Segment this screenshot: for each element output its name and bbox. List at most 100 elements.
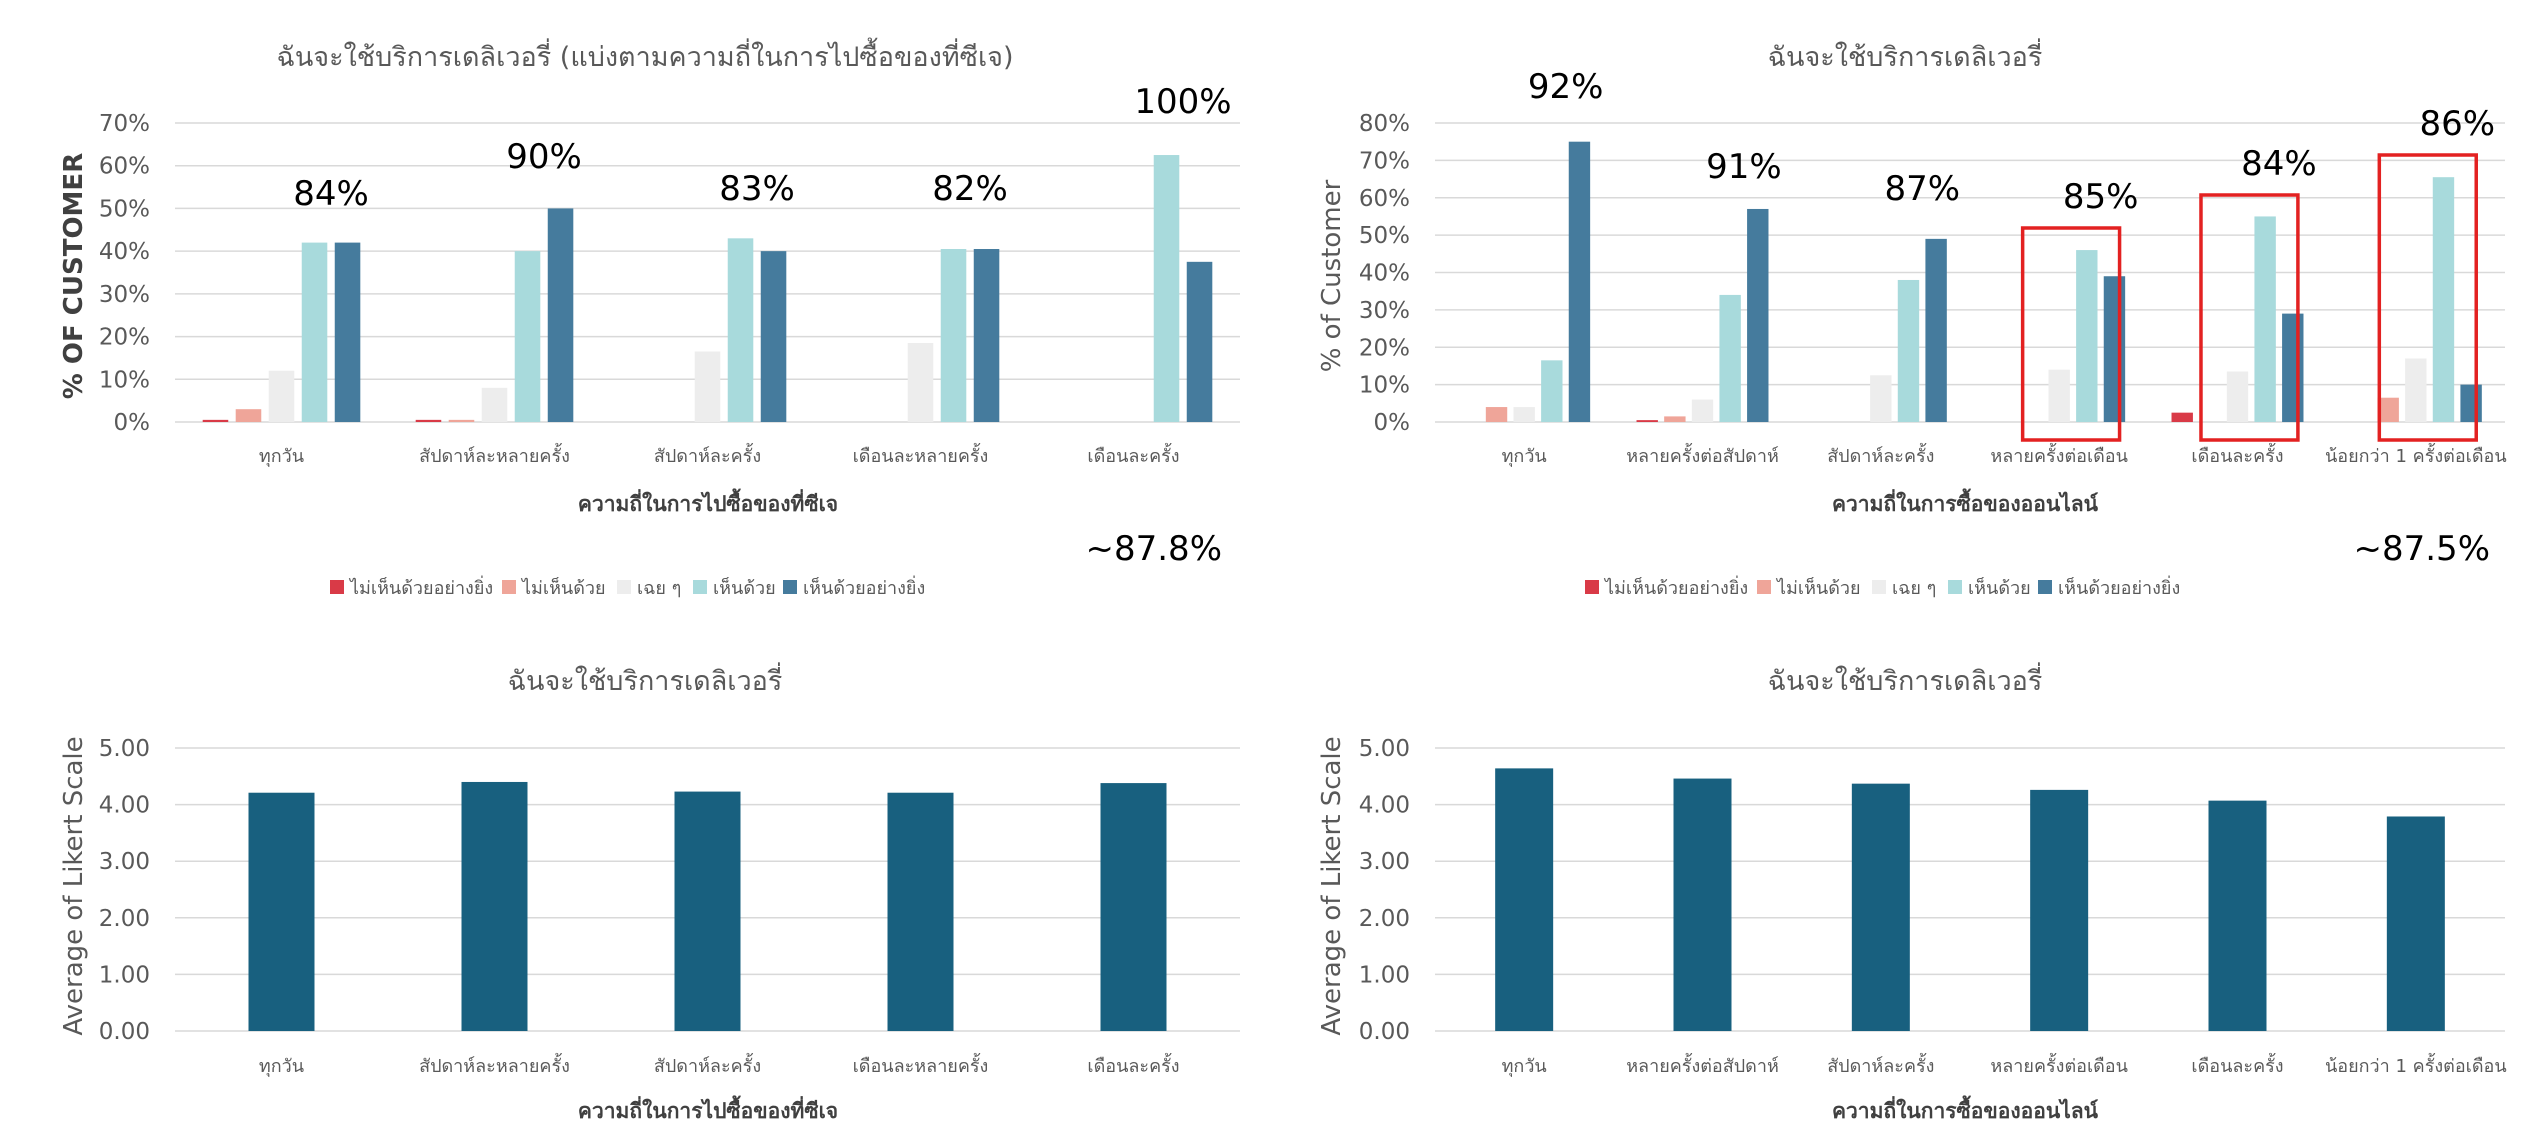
store-average-x-ticks: ทุกวัน สัปดาห์ละหลายครั้ง สัปดาห์ละครั้ง เด…: [259, 1053, 1180, 1077]
agree-total-label: 92%: [1528, 67, 1604, 107]
y-tick-label: 30%: [99, 282, 150, 308]
x-tick-label: สัปดาห์ละครั้ง: [1827, 1053, 1934, 1077]
bar-strongly-agree: [1568, 141, 1591, 422]
store-average-xlabel: ความถี่ในการไปซื้อของที่ซีเจ: [578, 1095, 838, 1123]
y-tick-label: 50%: [1359, 223, 1410, 249]
agree-total-label: 82%: [932, 169, 1008, 209]
legend-swatch-strongly-agree: [2038, 580, 2052, 594]
x-tick-label: ทุกวัน: [259, 446, 304, 467]
bar-strongly-agree: [2282, 313, 2304, 422]
y-tick-label: 4.00: [99, 793, 150, 819]
bar-neutral: [2405, 358, 2427, 422]
bar-agree: [1541, 360, 1563, 422]
y-tick-label: 5.00: [1359, 736, 1410, 762]
y-tick-label: 1.00: [1359, 962, 1410, 988]
x-tick-label: เดือนละครั้ง: [1087, 443, 1179, 467]
average-bar: [674, 791, 741, 1031]
legend-swatch-strongly-agree: [783, 580, 797, 594]
average-bar: [2386, 816, 2445, 1031]
store-likert-ylabel: % OF CUSTOMER: [59, 153, 89, 399]
store-average-y-ticks: 0.00 1.00 2.00 3.00 4.00 5.00: [99, 736, 150, 1045]
y-tick-label: 1.00: [99, 962, 150, 988]
agree-total-label: 91%: [1706, 147, 1782, 187]
online-likert-gridlines: [1435, 122, 2505, 423]
average-bar: [887, 792, 954, 1031]
store-likert-summary: ~87.8%: [1086, 529, 1223, 569]
bar-agree: [514, 251, 541, 422]
store-likert-chart: ฉันจะใช้บริการเดลิเวอรี่ (แบ่งตามความถี่…: [59, 37, 1240, 599]
bar-neutral: [481, 387, 508, 422]
online-likert-summary: ~87.5%: [2354, 529, 2491, 569]
online-average-chart: ฉันจะใช้บริการเดลิเวอรี่ Average of Like…: [1317, 662, 2507, 1123]
online-likert-title: ฉันจะใช้บริการเดลิเวอรี่: [1768, 38, 2043, 73]
agree-total-label: 84%: [2241, 144, 2317, 184]
x-tick-label: หลายครั้งต่อสัปดาห์: [1626, 443, 1779, 467]
y-tick-label: 3.00: [1359, 849, 1410, 875]
average-bar: [2208, 800, 2267, 1031]
highlight-box: [2377, 153, 2478, 442]
bar-strongly-agree: [760, 251, 787, 422]
bar-strongly-disagree: [415, 419, 442, 422]
y-tick-label: 10%: [1359, 373, 1410, 399]
x-tick-label: หลายครั้งต่อเดือน: [1990, 443, 2128, 467]
store-average-chart: ฉันจะใช้บริการเดลิเวอรี่ Average of Like…: [59, 662, 1240, 1123]
store-average-bars: [248, 781, 1167, 1031]
average-bar: [1673, 778, 1732, 1031]
x-tick-label: เดือนละหลายครั้ง: [853, 443, 989, 467]
x-tick-label: เดือนละหลายครั้ง: [853, 1053, 989, 1077]
legend-swatch-neutral: [1872, 580, 1886, 594]
y-tick-label: 0.00: [1359, 1019, 1410, 1045]
y-tick-label: 5.00: [99, 736, 150, 762]
average-bar: [461, 781, 528, 1031]
legend-swatch-disagree: [1757, 580, 1771, 594]
online-likert-agree-totals: 92% 91% 87% 85% 84% 86%: [1528, 67, 2495, 217]
bar-neutral: [907, 342, 934, 422]
online-average-title: ฉันจะใช้บริการเดลิเวอรี่: [1768, 662, 2043, 697]
agree-total-label: 84%: [293, 174, 369, 214]
online-likert-ylabel: % of Customer: [1317, 179, 1347, 372]
x-tick-label: สัปดาห์ละหลายครั้ง: [419, 1053, 570, 1077]
bar-strongly-disagree: [2171, 412, 2193, 422]
online-average-y-ticks: 0.00 1.00 2.00 3.00 4.00 5.00: [1359, 736, 1410, 1045]
store-likert-y-ticks: 0% 10% 20% 30% 40% 50% 60% 70%: [99, 111, 150, 436]
x-tick-label: เดือนละครั้ง: [2191, 443, 2283, 467]
legend-swatch-strongly-disagree: [1585, 580, 1599, 594]
y-tick-label: 2.00: [99, 906, 150, 932]
y-tick-label: 20%: [99, 325, 150, 351]
bar-strongly-agree: [973, 249, 1000, 422]
bar-strongly-agree: [547, 208, 574, 422]
bar-neutral: [1870, 375, 1892, 422]
bar-strongly-agree: [2460, 384, 2482, 422]
y-tick-label: 50%: [99, 196, 150, 222]
online-likert-x-ticks: ทุกวัน หลายครั้งต่อสัปดาห์ สัปดาห์ละครั้ง ห…: [1502, 443, 2507, 467]
average-bar: [2030, 789, 2089, 1031]
x-tick-label: หลายครั้งต่อเดือน: [1990, 1053, 2128, 1077]
bar-neutral: [268, 370, 295, 422]
online-likert-y-ticks: 0% 10% 20% 30% 40% 50% 60% 70% 80%: [1359, 111, 1410, 436]
bar-strongly-agree: [334, 242, 361, 422]
legend-swatch-strongly-disagree: [330, 580, 344, 594]
bar-agree: [727, 238, 754, 422]
x-tick-label: ทุกวัน: [259, 1056, 304, 1077]
online-average-x-ticks: ทุกวัน หลายครั้งต่อสัปดาห์ สัปดาห์ละครั้ง ห…: [1502, 1053, 2507, 1077]
y-tick-label: 70%: [99, 111, 150, 137]
bar-agree: [2432, 177, 2455, 422]
legend-label-disagree: ไม่เห็นด้วย: [1775, 576, 1861, 599]
x-tick-label: สัปดาห์ละหลายครั้ง: [419, 443, 570, 467]
store-likert-legend: ไม่เห็นด้วยอย่างยิ่ง ไม่เห็นด้วย เฉย ๆ เห็น…: [330, 575, 925, 599]
bar-strongly-agree: [1925, 238, 1947, 422]
store-likert-title: ฉันจะใช้บริการเดลิเวอรี่ (แบ่งตามความถี่…: [276, 37, 1013, 73]
y-tick-label: 20%: [1359, 335, 1410, 361]
legend-label-strongly-disagree: ไม่เห็นด้วยอย่างยิ่ง: [348, 575, 493, 599]
online-likert-bars: [1485, 141, 2482, 422]
x-tick-label: เดือนละครั้ง: [1087, 1053, 1179, 1077]
y-tick-label: 10%: [99, 367, 150, 393]
store-likert-agree-totals: 84% 90% 83% 82% 100%: [293, 82, 1231, 214]
bar-strongly-disagree: [1636, 420, 1658, 422]
x-tick-label: น้อยกว่า 1 ครั้งต่อเดือน: [2325, 1053, 2507, 1077]
bar-disagree: [1664, 416, 1686, 422]
y-tick-label: 70%: [1359, 148, 1410, 174]
average-bar: [1495, 768, 1554, 1031]
bar-disagree: [1485, 407, 1508, 422]
